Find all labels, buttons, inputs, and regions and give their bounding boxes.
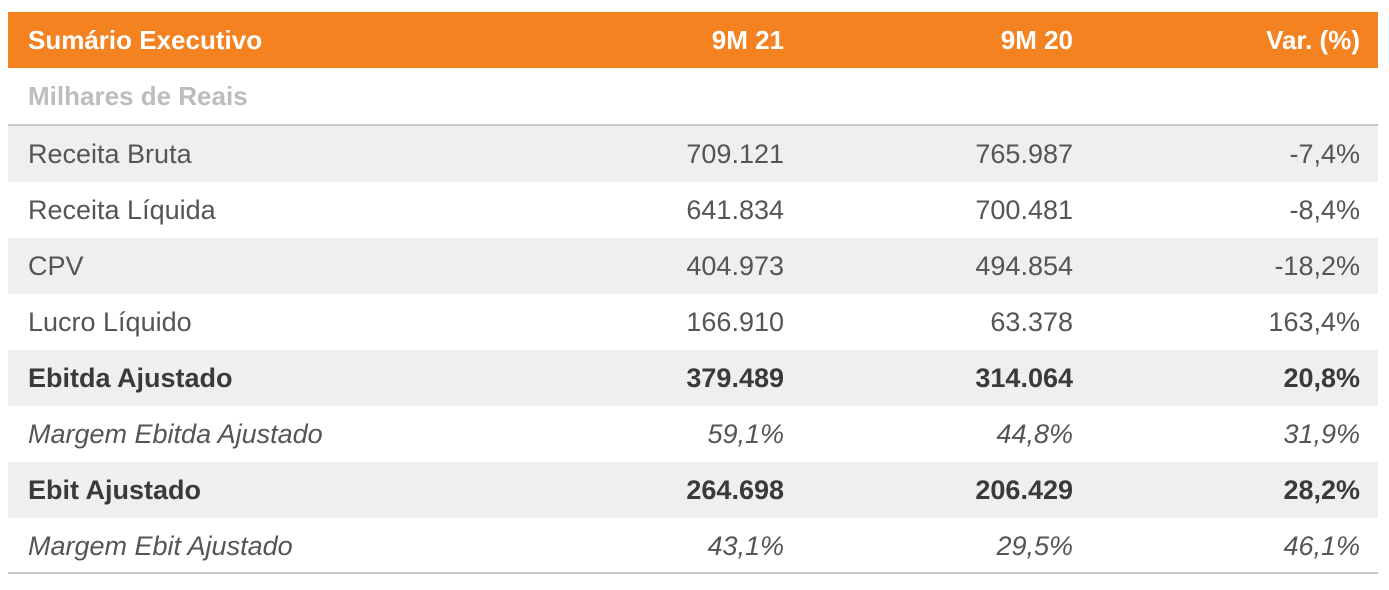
- row-label: Receita Bruta: [28, 138, 192, 169]
- row-value-var: -7,4%: [1289, 138, 1360, 169]
- row-value-9m20: 314.064: [975, 362, 1073, 393]
- row-value-9m21: 166.910: [686, 306, 784, 337]
- row-value-var: -18,2%: [1274, 250, 1360, 281]
- row-label: Ebitda Ajustado: [28, 362, 233, 393]
- table-row: Receita Bruta 709.121 765.987 -7,4%: [8, 126, 1378, 182]
- table-bottom-divider: [8, 572, 1378, 574]
- row-value-var: 46,1%: [1283, 530, 1360, 561]
- executive-summary-table: Sumário Executivo 9M 21 9M 20 Var. (%) M…: [8, 12, 1378, 574]
- row-value-9m20: 765.987: [975, 138, 1073, 169]
- row-value-9m20: 206.429: [975, 474, 1073, 505]
- row-label: Receita Líquida: [28, 194, 216, 225]
- row-value-var: 28,2%: [1283, 474, 1360, 505]
- table-row: CPV 404.973 494.854 -18,2%: [8, 238, 1378, 294]
- row-value-9m20: 494.854: [975, 250, 1073, 281]
- row-label: CPV: [28, 250, 84, 281]
- table-row: Lucro Líquido 166.910 63.378 163,4%: [8, 294, 1378, 350]
- unit-subheader: Milhares de Reais: [8, 68, 1378, 126]
- table-row-italic: Margem Ebit Ajustado 43,1% 29,5% 46,1%: [8, 518, 1378, 574]
- row-value-var: 31,9%: [1283, 418, 1360, 449]
- row-value-9m21: 43,1%: [707, 530, 784, 561]
- unit-label: Milhares de Reais: [28, 80, 248, 111]
- row-value-9m21: 264.698: [686, 474, 784, 505]
- row-value-9m21: 404.973: [686, 250, 784, 281]
- row-value-9m21: 379.489: [686, 362, 784, 393]
- row-value-var: 163,4%: [1268, 306, 1360, 337]
- row-label: Margem Ebit Ajustado: [28, 530, 293, 561]
- row-value-var: -8,4%: [1289, 194, 1360, 225]
- header-col-9m21: 9M 21: [711, 24, 784, 55]
- row-label: Ebit Ajustado: [28, 474, 201, 505]
- row-value-9m21: 709.121: [686, 138, 784, 169]
- row-value-9m20: 63.378: [990, 306, 1073, 337]
- row-value-9m21: 641.834: [686, 194, 784, 225]
- header-col-var: Var. (%): [1266, 24, 1360, 55]
- row-label: Margem Ebitda Ajustado: [28, 418, 323, 449]
- row-value-9m21: 59,1%: [707, 418, 784, 449]
- row-value-9m20: 44,8%: [996, 418, 1073, 449]
- header-title: Sumário Executivo: [28, 24, 263, 55]
- row-value-9m20: 29,5%: [996, 530, 1073, 561]
- header-col-9m20: 9M 20: [1000, 24, 1073, 55]
- table-header: Sumário Executivo 9M 21 9M 20 Var. (%): [8, 12, 1378, 68]
- table-row-italic: Margem Ebitda Ajustado 59,1% 44,8% 31,9%: [8, 406, 1378, 462]
- table-row-bold: Ebitda Ajustado 379.489 314.064 20,8%: [8, 350, 1378, 406]
- row-label: Lucro Líquido: [28, 306, 192, 337]
- row-value-9m20: 700.481: [975, 194, 1073, 225]
- table-row-bold: Ebit Ajustado 264.698 206.429 28,2%: [8, 462, 1378, 518]
- row-value-var: 20,8%: [1283, 362, 1360, 393]
- table-row: Receita Líquida 641.834 700.481 -8,4%: [8, 182, 1378, 238]
